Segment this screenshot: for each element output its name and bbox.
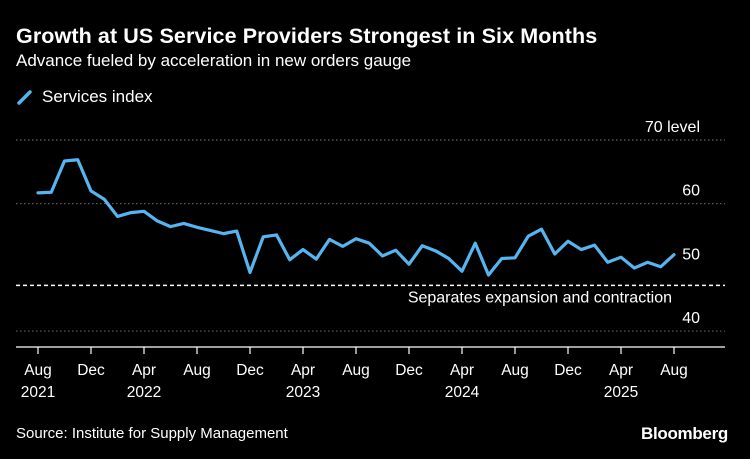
x-tick-label: Aug	[342, 362, 370, 379]
x-tick-label: Aug	[660, 362, 688, 379]
x-tick-label: Dec	[236, 362, 264, 379]
y-tick-label-60: 60	[682, 183, 700, 200]
brand-logo: Bloomberg	[640, 424, 728, 443]
x-tick-label: Aug	[24, 362, 52, 379]
y-tick-label-50: 50	[682, 246, 700, 263]
legend-line-icon	[17, 90, 32, 105]
x-tick-label: Apr	[132, 362, 156, 379]
reference-annotation: Separates expansion and contraction	[408, 289, 672, 306]
x-tick-label: Dec	[395, 362, 423, 379]
x-tick-year-label: 2023	[286, 384, 320, 401]
series-group	[36, 158, 676, 277]
x-tick-label: Dec	[554, 362, 582, 379]
chart-title: Growth at US Service Providers Strongest…	[16, 24, 598, 48]
y-tick-label-70: 70 level	[645, 119, 700, 136]
legend: Services index	[16, 86, 153, 108]
data-points	[36, 158, 675, 276]
x-tick-year-label: 2021	[21, 384, 55, 401]
source-note: Source: Institute for Supply Management	[16, 425, 288, 442]
x-tick-label: Apr	[291, 362, 315, 379]
y-axis-labels: 70 level 60 50 40	[645, 119, 700, 327]
chart-subtitle: Advance fueled by acceleration in new or…	[16, 51, 412, 70]
y-tick-label-40: 40	[682, 310, 700, 327]
x-axis: Aug 2021 Dec Apr 2022 Aug Dec Apr 2023 Aug Dec Apr 2…	[16, 346, 725, 401]
x-tick-year-label: 2025	[604, 384, 638, 401]
x-tick-label: Apr	[450, 362, 474, 379]
x-tick-label: Aug	[501, 362, 529, 379]
legend-label: Services index	[42, 87, 153, 106]
series-line-services-index	[36, 158, 676, 277]
reference-line-group: Separates expansion and contraction	[16, 284, 725, 308]
annotation-background	[376, 287, 674, 308]
x-tick-year-label: 2024	[445, 384, 480, 401]
x-tick-label: Aug	[183, 362, 211, 379]
x-tick-year-label: 2022	[127, 384, 161, 401]
x-tick-label: Dec	[77, 362, 105, 379]
x-tick-label: Apr	[609, 362, 633, 379]
